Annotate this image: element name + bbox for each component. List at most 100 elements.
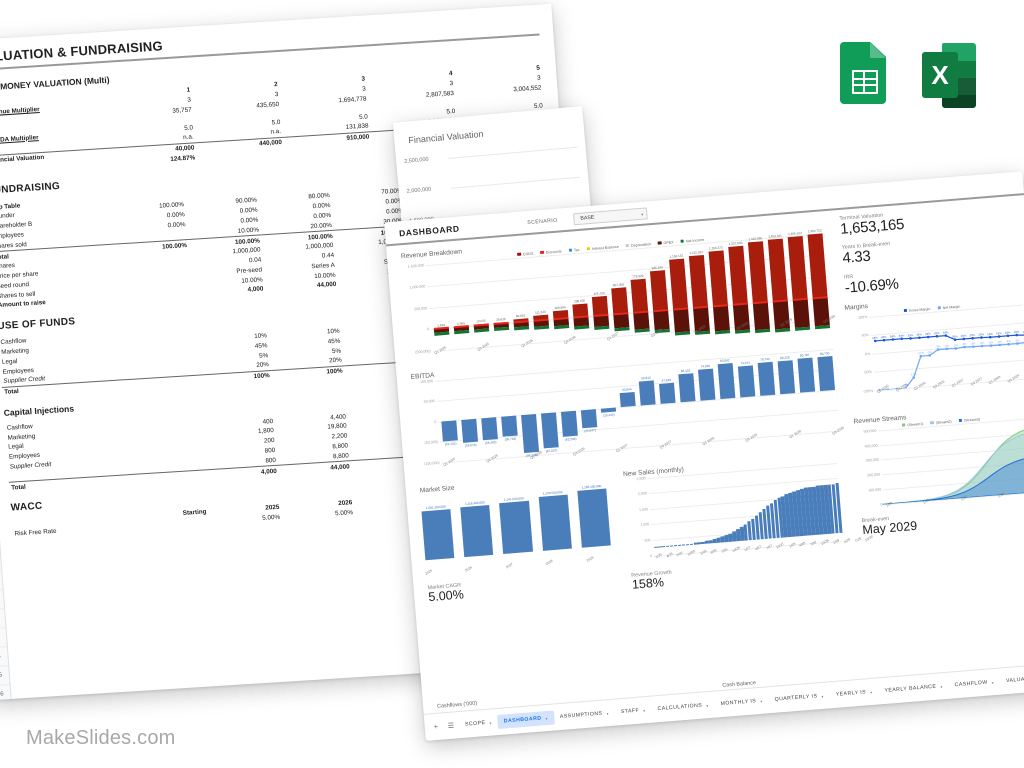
sheet-tab-strip[interactable]: + ☰ SCOPE ▾ DASHBOARD ▾ ASSUMPTIONS ▾ STAFF ▾ CA… xyxy=(423,662,1024,741)
data-label: (45,647) xyxy=(584,428,596,434)
spreadsheet-grid-icon xyxy=(852,70,878,94)
chevron-down-icon[interactable]: ▾ xyxy=(705,702,709,708)
chevron-down-icon[interactable]: ▾ xyxy=(991,679,995,685)
cashflows-label: Cashflows ('000) xyxy=(436,700,478,710)
data-label: 74,920 xyxy=(700,363,711,369)
revenue-streams-series-layer xyxy=(881,422,1024,505)
axis-tick-label: 50% xyxy=(861,333,869,338)
sheet-tab-label: CASHFLOW xyxy=(954,679,988,689)
svg-text:33%: 33% xyxy=(907,333,913,337)
sheet-tab-yearly-balance[interactable]: YEARLY BALANCE ▾ xyxy=(878,679,949,699)
svg-text:33%: 33% xyxy=(925,331,931,335)
legend-swatch xyxy=(568,248,573,252)
sheet-tab-calculations[interactable]: CALCULATIONS ▾ xyxy=(651,698,715,717)
data-label: 83,842 xyxy=(719,358,730,364)
sheet-tab-staff[interactable]: STAFF ▾ xyxy=(614,703,652,720)
legend-swatch xyxy=(586,246,590,251)
axis-tick-label: 50,000 xyxy=(423,399,435,404)
sheet-tab-scope[interactable]: SCOPE ▾ xyxy=(459,715,499,732)
chevron-down-icon[interactable]: ▾ xyxy=(760,698,763,704)
sheet-tab-monthly-is[interactable]: MONTHLY IS ▾ xyxy=(714,693,769,711)
google-sheets-logo xyxy=(832,40,894,114)
scenario-dropdown[interactable]: BASE ▾ xyxy=(573,207,648,226)
data-label: 29,636 xyxy=(495,316,506,322)
chevron-down-icon: ▾ xyxy=(641,211,644,217)
sheet-tab-assumptions[interactable]: ASSUMPTIONS ▾ xyxy=(553,706,615,725)
data-label: 74,441 xyxy=(740,360,750,366)
axis-tick-label: 100,000 xyxy=(868,487,882,493)
svg-text:20%: 20% xyxy=(961,333,967,337)
sheet-tab-label: VALUATION xyxy=(1005,675,1024,685)
svg-text:-4%: -4% xyxy=(979,340,985,344)
chevron-down-icon[interactable]: ▾ xyxy=(940,683,943,689)
add-sheet-icon[interactable]: + xyxy=(433,723,439,731)
axis-tick-label: 1,500,000 xyxy=(407,262,424,269)
sheet-tab-label: ASSUMPTIONS xyxy=(559,710,603,720)
data-label: (63,296) xyxy=(564,437,577,443)
chevron-down-icon[interactable]: ▾ xyxy=(545,715,549,721)
axis-tick-label: 500,000 xyxy=(414,305,428,311)
chevron-down-icon[interactable]: ▾ xyxy=(642,707,646,713)
data-label: 80,730 xyxy=(819,351,830,357)
chevron-down-icon[interactable]: ▾ xyxy=(821,693,825,699)
dashboard-title: DASHBOARD xyxy=(398,223,460,239)
svg-text:17%: 17% xyxy=(1022,329,1024,333)
watermark: MakeSlides.com xyxy=(26,727,176,749)
sheet-tab-dashboard[interactable]: DASHBOARD ▾ xyxy=(497,710,555,729)
data-label: 79,744 xyxy=(759,356,770,362)
axis-tick-label: 0 xyxy=(880,502,883,507)
axis-tick-label: 100,000 xyxy=(419,378,434,384)
data-label: 33,844 xyxy=(621,386,632,392)
axis-tick-label: 0% xyxy=(864,351,871,357)
svg-text:33%: 33% xyxy=(943,330,949,334)
svg-text:19%: 19% xyxy=(996,331,1002,335)
axis-tick-label: 300,000 xyxy=(865,457,879,463)
all-sheets-icon[interactable]: ☰ xyxy=(447,722,455,731)
scenario-value: BASE xyxy=(580,214,595,222)
legend-swatch xyxy=(517,252,522,257)
sheet-tab-label: SCOPE xyxy=(464,720,486,728)
sheet-tab-cashflow[interactable]: CASHFLOW ▾ xyxy=(948,675,1000,693)
svg-text:34%: 34% xyxy=(872,335,878,339)
legend-swatch xyxy=(625,243,630,248)
legend-swatch xyxy=(958,418,963,423)
sheet-tab-yearly-is[interactable]: YEARLY IS ▾ xyxy=(829,684,879,702)
svg-text:-17%: -17% xyxy=(910,372,917,377)
svg-text:20%: 20% xyxy=(978,332,984,336)
axis-tick-label: 2,000,000 xyxy=(406,186,432,195)
gridline xyxy=(450,176,581,189)
data-label: 80,787 xyxy=(799,353,810,358)
data-label: 47,640 xyxy=(661,377,672,383)
svg-text:-3%: -3% xyxy=(970,341,976,345)
dashboard-sheet[interactable]: DASHBOARD SCENARIO BASE ▾ Revenue Breakd… xyxy=(384,171,1024,741)
data-label: (54,440) xyxy=(484,440,497,445)
chevron-down-icon[interactable]: ▾ xyxy=(869,689,873,695)
svg-text:-4%: -4% xyxy=(944,343,950,347)
legend-swatch xyxy=(903,308,907,313)
chevron-down-icon[interactable]: ▾ xyxy=(489,719,493,726)
axis-tick-label: 400,000 xyxy=(864,443,878,449)
svg-text:20%: 20% xyxy=(969,333,975,337)
sheet-tab-quarterly-is[interactable]: QUARTERLY IS ▾ xyxy=(768,688,830,707)
legend-swatch xyxy=(930,421,934,425)
chevron-down-icon[interactable]: ▾ xyxy=(606,710,610,716)
data-label: 1,569 xyxy=(437,322,446,328)
svg-text:-3%: -3% xyxy=(935,344,941,348)
excel-x-glyph: X xyxy=(931,60,949,90)
sheet-tab-valuation[interactable]: VALUATION▾ xyxy=(999,671,1024,689)
svg-text:33%: 33% xyxy=(934,331,940,335)
axis-tick-label: (50,000) xyxy=(424,439,439,445)
svg-text:33%: 33% xyxy=(916,332,922,336)
svg-text:19%: 19% xyxy=(987,332,993,336)
legend-swatch xyxy=(658,241,662,245)
revenue-streams-chart: 500,000 400,000 300,000 200,000 100,000 0 xyxy=(849,417,1024,507)
axis-tick-label: 0 xyxy=(434,419,437,424)
axis-tick-label: (100,000) xyxy=(424,460,440,466)
svg-text:-3%: -3% xyxy=(927,350,933,354)
axis-tick-label: 0 xyxy=(649,553,652,558)
sheet-tab-label: DASHBOARD xyxy=(503,715,542,725)
svg-text:-4%: -4% xyxy=(997,339,1003,343)
data-label: (56,516) xyxy=(464,442,477,448)
sheet-tab-label: CALCULATIONS xyxy=(657,702,703,713)
axis-tick-label: 100% xyxy=(857,314,868,320)
